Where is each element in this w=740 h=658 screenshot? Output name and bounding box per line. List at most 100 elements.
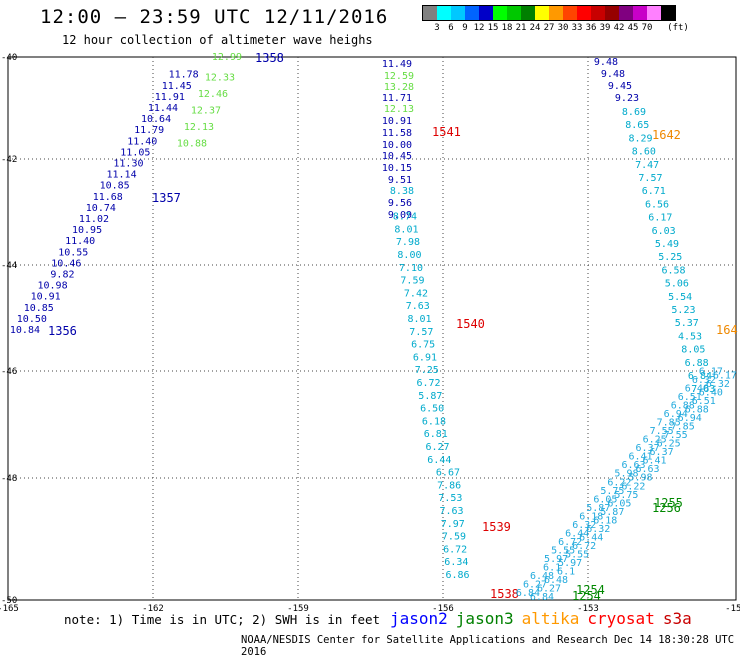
swh-value-cyan: 7.57	[409, 327, 433, 338]
swh-value-cyan: 5.55	[565, 549, 589, 560]
swh-value-cyan: 8.60	[632, 147, 656, 158]
legend-swatch	[633, 6, 647, 20]
swh-value-cyan: 6.05	[593, 494, 617, 505]
lat-label: -42	[1, 155, 17, 165]
swh-value-cyan: 6.40	[685, 384, 709, 395]
time-label: 1539	[482, 520, 511, 534]
swh-value-cyan: 7.85	[671, 422, 695, 433]
legend-swatch	[563, 6, 577, 20]
swh-value-cyan: 5.23	[671, 305, 695, 316]
swh-value-cyan: 6.84	[516, 588, 540, 599]
time-label: 1357	[152, 191, 181, 205]
swh-value-cyan: 6.32	[572, 520, 596, 531]
swh-value-cyan: 8.29	[629, 133, 653, 144]
swh-value-cyan: 6.18	[422, 416, 446, 427]
swh-value-cyan: 7.55	[664, 430, 688, 441]
swh-value-cyan: 5.54	[668, 292, 692, 303]
legend-swatch	[451, 6, 465, 20]
color-legend: 3 6 9 12 15 18 21 24 27 30 33 36 39 42 45 70 (ft)	[422, 5, 689, 35]
swh-value-cyan: 6.34	[444, 557, 468, 568]
swh-value-cyan: 5.25	[658, 252, 682, 263]
legend-tick-label: 42	[613, 23, 625, 33]
swh-value-cyan: 6.58	[662, 265, 686, 276]
swh-value-cyan: 6.03	[652, 226, 676, 237]
swh-value-cyan: 5.97	[544, 554, 568, 565]
time-label: 1256	[652, 501, 681, 515]
swh-value-jason2: 10.00	[382, 140, 412, 151]
swh-value-cyan: 8.00	[397, 250, 421, 261]
legend-swatch	[661, 6, 675, 20]
swh-value-cyan: 6.40	[699, 388, 723, 399]
swh-value-cyan: 5.37	[675, 318, 699, 329]
swh-value-cyan: 7.59	[400, 276, 424, 287]
swh-value-jason3: 12.13	[384, 104, 414, 115]
swh-value-cyan: 7.57	[638, 173, 662, 184]
lat-label: -44	[1, 261, 17, 271]
swh-value-jason2: 10.98	[37, 281, 67, 292]
swh-value-cyan: 6.05	[607, 498, 631, 509]
swh-value-jason3: 12.46	[198, 89, 228, 100]
swh-value-cyan: 7.25	[415, 365, 439, 376]
lon-label: -159	[287, 604, 309, 614]
swh-value-cyan: 6.71	[642, 186, 666, 197]
swh-value-cyan: 4.53	[678, 331, 702, 342]
swh-value-cyan: 6.63	[635, 464, 659, 475]
legend-tick-label: 45	[627, 23, 639, 33]
swh-value-jason2: 9.82	[50, 270, 74, 281]
swh-value-cyan: 6.17	[713, 371, 737, 382]
swh-value-cyan: 6.44	[579, 532, 603, 543]
swh-value-cyan: 6.44	[427, 455, 451, 466]
swh-value-jason2: 11.02	[79, 214, 109, 225]
swh-value-jason3: 12.59	[384, 71, 414, 82]
swh-value-cyan: 6.27	[523, 579, 547, 590]
legend-tick-label: 30	[557, 23, 569, 33]
swh-value-cyan: 5.55	[551, 545, 575, 556]
swh-value-jason2: 9.48	[601, 69, 625, 80]
swh-value-cyan: 5.98	[614, 469, 638, 480]
swh-value-cyan: 7.85	[657, 418, 681, 429]
swh-value-cyan: 8.38	[390, 186, 414, 197]
legend-swatch	[619, 6, 633, 20]
swh-value-cyan: 6.88	[685, 358, 709, 369]
time-label: 1540	[456, 317, 485, 331]
swh-value-jason2: 9.45	[608, 81, 632, 92]
legend-swatch	[577, 6, 591, 20]
swh-value-jason2: 10.91	[31, 292, 61, 303]
swh-value-jason2: 11.49	[382, 59, 412, 70]
swh-value-cyan: 6.72	[572, 541, 596, 552]
swh-value-jason3: 12.13	[184, 122, 214, 133]
legend-swatch	[591, 6, 605, 20]
swh-value-jason2: 11.68	[93, 192, 123, 203]
swh-value-cyan: 6.17	[699, 367, 723, 378]
legend-swatch	[605, 6, 619, 20]
swh-value-jason2: 11.05	[120, 147, 150, 158]
legend-ticks: 3 6 9 12 15 18 21 24 27 30 33 36 39 42 45 70 (ft)	[422, 21, 689, 35]
swh-value-cyan: 6.50	[420, 404, 444, 415]
swh-value-cyan: 6.37	[650, 447, 674, 458]
swh-value-jason3: 10.88	[177, 139, 207, 150]
swh-value-jason2: 11.45	[162, 81, 192, 92]
swh-value-jason2: 9.23	[615, 93, 639, 104]
swh-value-cyan: 6.75	[411, 340, 435, 351]
lat-label: -40	[1, 53, 17, 63]
swh-value-cyan: 6.94	[664, 409, 688, 420]
lon-label: -153	[577, 604, 599, 614]
swh-value-cyan: 5.87	[418, 391, 442, 402]
swh-value-cyan: 8.01	[408, 314, 432, 325]
lat-label: -50	[1, 596, 17, 606]
footer-credit: NOAA/NESDIS Center for Satellite Applica…	[241, 634, 735, 658]
swh-value-jason2: 11.40	[65, 236, 95, 247]
legend-tick-label: 39	[599, 23, 611, 33]
legend-swatch	[423, 6, 437, 20]
swh-value-cyan: 6.72	[558, 537, 582, 548]
swh-value-cyan: 5.75	[600, 486, 624, 497]
swh-value-cyan: 6.86	[446, 570, 470, 581]
swh-value-jason2: 11.79	[134, 125, 164, 136]
swh-value-cyan: 7.63	[691, 384, 715, 395]
lon-label: -156	[432, 604, 454, 614]
legend-tick-label: 70	[641, 23, 653, 33]
swh-value-cyan: 6.84	[530, 592, 554, 603]
legend-tick-label: 27	[543, 23, 555, 33]
swh-value-jason2: 10.84	[10, 325, 40, 336]
